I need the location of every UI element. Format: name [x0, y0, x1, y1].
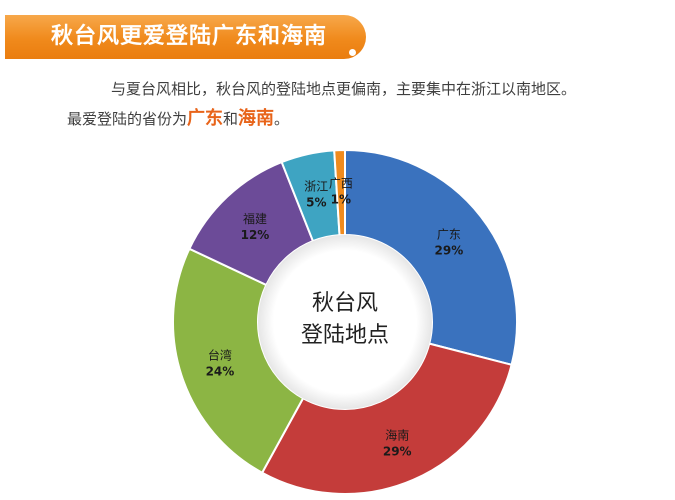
slice-pct-5: 1% — [331, 193, 351, 207]
intro-line-2: 最爱登陆的省份为广东和海南。 — [67, 104, 289, 130]
slice-pct-2: 24% — [206, 365, 235, 379]
center-label-line-1: 秋台风 — [312, 291, 378, 316]
intro-and: 和 — [223, 110, 239, 128]
intro-prefix: 最爱登陆的省份为 — [67, 110, 188, 128]
center-label-line-2: 登陆地点 — [301, 323, 389, 348]
slice-pct-3: 12% — [241, 228, 270, 242]
header-banner: 秋台风更爱登陆广东和海南 — [5, 15, 366, 59]
highlight-hainan: 海南 — [238, 108, 275, 129]
bullet-dot-icon — [349, 49, 356, 56]
slice-label-3: 福建 — [243, 211, 267, 226]
intro-period: 。 — [274, 110, 290, 128]
slice-label-2: 台湾 — [208, 348, 232, 363]
page-title: 秋台风更爱登陆广东和海南 — [51, 24, 328, 49]
slice-pct-4: 5% — [306, 196, 326, 210]
slice-label-4: 浙江 — [304, 180, 328, 194]
highlight-guangdong: 广东 — [187, 108, 224, 129]
slice-label-0: 广东 — [437, 227, 461, 241]
slice-label-1: 海南 — [385, 428, 409, 443]
chart-labels: 广东 29% 海南 29% 台湾 24% 福建 12% 浙江 5%广西 1% — [206, 177, 464, 459]
slice-pct-1: 29% — [383, 445, 412, 459]
donut-hole — [258, 235, 432, 409]
slice-pct-0: 29% — [435, 243, 464, 257]
intro-line-1: 与夏台风相比，秋台风的登陆地点更偏南，主要集中在浙江以南地区。 — [111, 80, 577, 98]
slice-label-5: 广西 — [329, 177, 353, 191]
